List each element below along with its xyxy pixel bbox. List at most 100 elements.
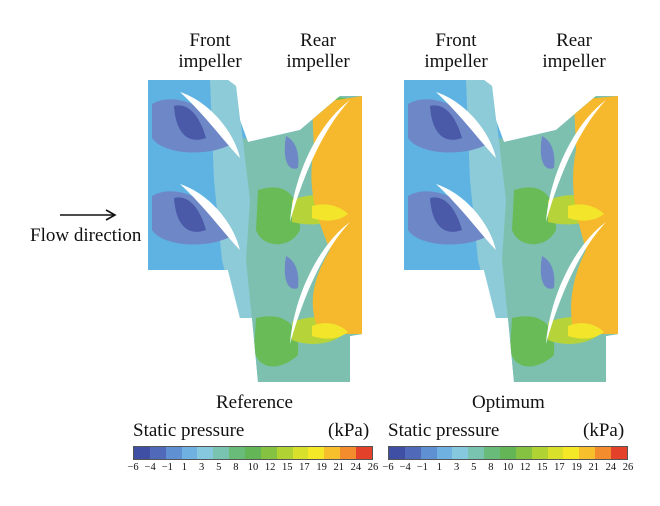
flow-direction-arrow-icon bbox=[60, 209, 117, 221]
colorbar-tick-label: 1 bbox=[181, 462, 188, 473]
optimum-colorbar bbox=[388, 446, 628, 460]
colorbar-swatch bbox=[500, 447, 516, 459]
yellow-band-lower bbox=[568, 323, 604, 339]
colorbar-swatch bbox=[276, 447, 293, 459]
colorbar-swatch bbox=[181, 447, 198, 459]
colorbar-tick-label: −4 bbox=[144, 462, 156, 473]
optimum-front-impeller-label: Front impeller bbox=[424, 30, 488, 72]
colorbar-tick-label: 17 bbox=[299, 462, 310, 473]
colorbar-tick-label: 21 bbox=[588, 462, 599, 473]
colorbar-tick-label: 5 bbox=[216, 462, 222, 473]
rear-low-pressure-zone bbox=[540, 256, 555, 289]
colorbar-tick-label: −6 bbox=[127, 462, 139, 473]
rear-low-pressure-zone bbox=[540, 136, 555, 169]
interface-cyan-band bbox=[466, 80, 508, 320]
reference-front-impeller-label: Front impeller bbox=[178, 30, 242, 72]
colorbar-tick-label: 12 bbox=[264, 462, 276, 473]
reference-colorbar-unit: (kPa) bbox=[328, 420, 370, 441]
colorbar-swatch bbox=[308, 447, 325, 459]
colorbar-tick-label: 1 bbox=[436, 462, 443, 473]
front-impeller-blade bbox=[180, 184, 240, 250]
colorbar-swatch bbox=[213, 447, 230, 459]
colorbar-swatch bbox=[197, 447, 214, 459]
colorbar-swatch bbox=[389, 447, 405, 459]
green-zone-lower bbox=[254, 316, 299, 367]
colorbar-tick-label: 10 bbox=[247, 462, 259, 473]
front-min-pressure-core bbox=[430, 197, 462, 232]
optimum-colorbar-title: Static pressure bbox=[388, 420, 500, 441]
rear-low-pressure-zone bbox=[284, 136, 299, 169]
colorbar-swatch bbox=[165, 447, 182, 459]
colorbar-swatch bbox=[484, 447, 501, 459]
colorbar-tick-label: −1 bbox=[416, 462, 428, 473]
reference-rear-impeller-label: Rear impeller bbox=[286, 30, 350, 72]
reference-caption: Reference bbox=[216, 392, 293, 413]
colorbar-swatch bbox=[404, 447, 421, 459]
colorbar-tick-label: 15 bbox=[282, 462, 293, 473]
colorbar-tick-label: 24 bbox=[350, 462, 362, 473]
colorbar-swatch bbox=[292, 447, 309, 459]
colorbar-swatch bbox=[229, 447, 246, 459]
colorbar-swatch bbox=[531, 447, 548, 459]
colorbar-swatch bbox=[595, 447, 612, 459]
optimum-caption: Optimum bbox=[472, 392, 545, 413]
colorbar-swatch bbox=[420, 447, 437, 459]
colorbar-swatch bbox=[547, 447, 564, 459]
colorbar-swatch bbox=[468, 447, 485, 459]
colorbar-swatch bbox=[563, 447, 580, 459]
front-impeller-blade bbox=[436, 184, 496, 250]
front-impeller-blade bbox=[180, 92, 240, 158]
colorbar-swatch bbox=[149, 447, 166, 459]
colorbar-tick-label: 21 bbox=[333, 462, 344, 473]
colorbar-swatch bbox=[579, 447, 596, 459]
contour-panel bbox=[404, 80, 618, 382]
reference-colorbar bbox=[133, 446, 373, 460]
green-zone-lower bbox=[510, 316, 555, 367]
colorbar-tick-label: −6 bbox=[382, 462, 394, 473]
front-min-pressure-core bbox=[174, 197, 206, 232]
green-zone-upper bbox=[256, 187, 300, 245]
rear-low-pressure-zone bbox=[284, 256, 299, 289]
front-impeller-blade bbox=[436, 92, 496, 158]
colorbar-swatch bbox=[436, 447, 453, 459]
contour-panel bbox=[148, 80, 362, 382]
colorbar-swatch bbox=[260, 447, 277, 459]
green-zone-upper bbox=[512, 187, 556, 245]
yellow-band-upper bbox=[568, 204, 604, 221]
colorbar-tick-label: 19 bbox=[571, 462, 582, 473]
colorbar-tick-label: 12 bbox=[519, 462, 531, 473]
colorbar-swatch bbox=[452, 447, 469, 459]
colorbar-swatch bbox=[356, 447, 372, 459]
optimum-colorbar-unit: (kPa) bbox=[583, 420, 625, 441]
front-min-pressure-core bbox=[430, 105, 462, 140]
colorbar-tick-label: 26 bbox=[367, 462, 379, 473]
colorbar-tick-label: 8 bbox=[233, 462, 239, 473]
colorbar-tick-label: 5 bbox=[471, 462, 477, 473]
colorbar-tick-label: −1 bbox=[161, 462, 173, 473]
colorbar-swatch bbox=[134, 447, 150, 459]
colorbar-tick-label: 24 bbox=[605, 462, 617, 473]
colorbar-swatch bbox=[515, 447, 532, 459]
optimum-rear-impeller-label: Rear impeller bbox=[542, 30, 606, 72]
colorbar-swatch bbox=[324, 447, 341, 459]
colorbar-tick-label: 17 bbox=[554, 462, 565, 473]
colorbar-swatch bbox=[340, 447, 357, 459]
colorbar-tick-label: 15 bbox=[537, 462, 548, 473]
colorbar-tick-label: −4 bbox=[399, 462, 411, 473]
yellow-band-lower bbox=[312, 323, 348, 339]
colorbar-tick-label: 3 bbox=[198, 462, 205, 473]
flow-direction-label: Flow direction bbox=[30, 225, 142, 246]
colorbar-tick-label: 8 bbox=[488, 462, 494, 473]
reference-colorbar-title: Static pressure bbox=[133, 420, 245, 441]
yellow-band-upper bbox=[312, 204, 348, 221]
colorbar-swatch bbox=[245, 447, 261, 459]
colorbar-tick-label: 10 bbox=[502, 462, 514, 473]
colorbar-tick-label: 19 bbox=[316, 462, 327, 473]
front-min-pressure-core bbox=[174, 105, 206, 140]
colorbar-swatch bbox=[611, 447, 627, 459]
colorbar-tick-label: 3 bbox=[453, 462, 460, 473]
colorbar-tick-label: 26 bbox=[622, 462, 634, 473]
interface-cyan-band bbox=[210, 80, 252, 320]
